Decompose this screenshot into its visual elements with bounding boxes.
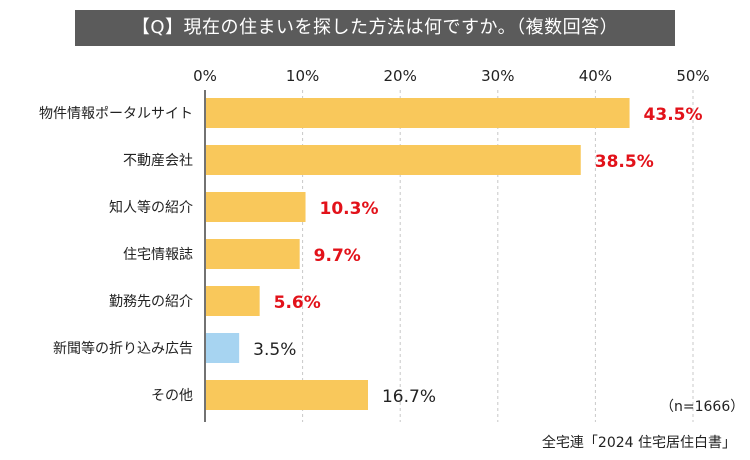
x-tick-label: 50% [676,67,709,85]
category-label: 勤務先の紹介 [109,294,193,310]
value-label: 5.6% [274,293,321,313]
bar [206,380,368,410]
bar [206,239,300,269]
category-label: 知人等の紹介 [109,199,193,216]
value-label: 3.5% [253,340,296,360]
category-label: 物件情報ポータルサイト [39,106,193,122]
category-label: 新聞等の折り込み広告 [53,340,193,357]
source-caption: 全宅連「2024 住宅居住白書」 [541,435,736,451]
sample-size-note: （n=1666） [660,399,745,415]
x-tick-label: 40% [579,67,612,85]
chart-title: 【Q】現在の住まいを探した方法は何ですか。（複数回答） [75,10,675,46]
value-label: 38.5% [595,152,654,172]
category-label: その他 [151,388,193,404]
bar [206,286,260,316]
category-label: 住宅情報誌 [123,247,193,263]
bar [206,192,306,222]
x-tick-label: 0% [193,67,217,85]
bar [206,333,240,363]
value-label: 9.7% [314,246,361,266]
x-tick-label: 10% [286,67,319,85]
value-label: 16.7% [382,387,436,407]
bar [206,145,581,175]
value-label: 43.5% [644,105,703,125]
category-label: 不動産会社 [123,153,193,169]
bar [206,98,630,128]
x-tick-label: 30% [481,67,514,85]
x-tick-label: 20% [384,67,417,85]
value-label: 10.3% [320,199,379,219]
